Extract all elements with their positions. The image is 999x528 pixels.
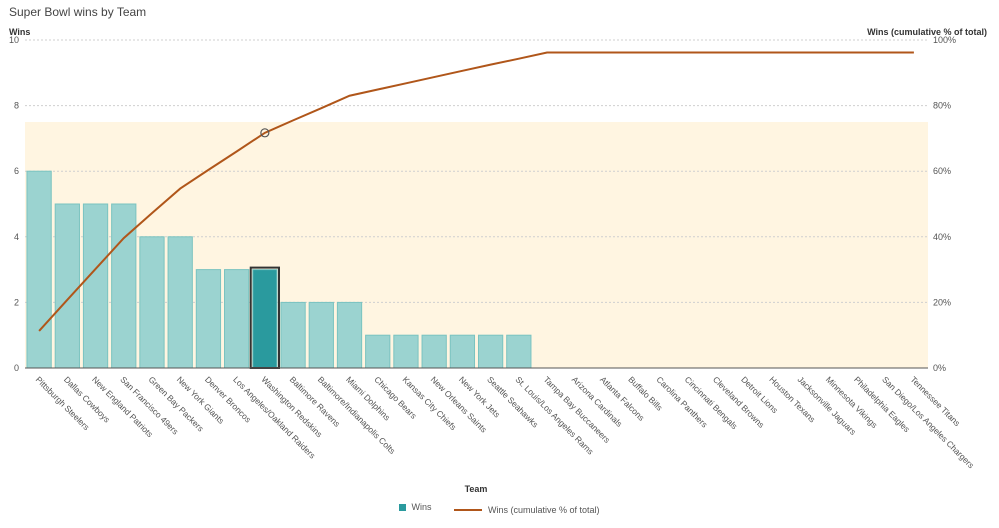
x-tick-label: Cleveland Browns [711,374,767,430]
bar[interactable] [506,334,532,369]
cumulative-series-line[interactable] [38,51,914,332]
y2-tick-label: 80% [933,101,951,111]
cumulative-line [38,51,914,332]
x-tick-label: Carolina Panthers [655,374,710,429]
bar[interactable] [336,301,363,369]
y2-tick-label: 40% [933,232,951,242]
x-axis-label: Team [465,484,488,494]
bar[interactable] [308,301,334,369]
legend-label-cumulative: Wins (cumulative % of total) [487,504,600,515]
bar[interactable] [421,334,447,369]
y2-tick-label: 100% [933,35,956,45]
legend-label-wins: Wins [411,502,432,512]
x-tick-label: Pittsburgh Steelers [34,374,92,432]
bar[interactable] [477,334,504,369]
bar[interactable] [195,269,222,369]
legend-item-wins[interactable]: Wins [399,502,431,512]
chart-title: Super Bowl wins by Team [9,5,147,19]
legend-swatch-cumulative [453,508,482,511]
bar[interactable] [365,334,391,369]
bar[interactable] [167,236,193,369]
y2-tick-label: 60% [933,166,951,176]
bar[interactable] [82,203,109,369]
x-tick-label: Baltimore Ravens [288,374,343,429]
y-axis-label: Wins [9,27,30,37]
bar[interactable] [111,203,137,369]
x-tick-label: Seattle Seahawks [485,374,540,429]
cumulative-point-highlight[interactable] [260,128,270,138]
y2-tick-label: 0% [933,363,946,373]
legend-item-cumulative[interactable]: Wins (cumulative % of total) [453,504,600,515]
bar[interactable] [26,170,52,369]
legend-swatch-wins [399,503,407,511]
bar[interactable] [280,301,306,369]
bars [26,170,532,370]
bar[interactable] [54,203,80,369]
bar[interactable] [252,269,278,369]
bar[interactable] [449,334,476,369]
y-tick-label: 8 [14,101,19,111]
y2-tick-label: 20% [933,297,951,307]
y-tick-label: 4 [14,232,19,242]
y2-axis-label: Wins (cumulative % of total) [867,27,987,37]
y-tick-label: 6 [14,166,19,176]
gridlines [25,39,928,303]
y-tick-label: 0 [14,363,19,373]
legend: Wins Wins (cumulative % of total) [0,502,999,515]
x-tick-label: Minnesota Vikings [824,374,880,430]
x-tick-label: Tennessee Titans [908,374,962,428]
y-tick-label: 2 [14,297,19,307]
bar[interactable] [224,269,250,369]
bar[interactable] [393,334,419,369]
x-tick-label: Arizona Cardinals [570,374,625,429]
bar[interactable] [139,236,165,369]
y-tick-label: 10 [9,35,19,45]
